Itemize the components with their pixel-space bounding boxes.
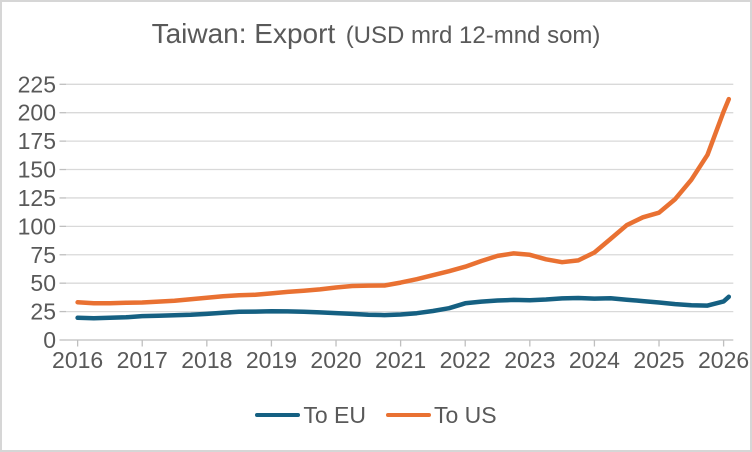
y-axis-label-200: 200 [18,100,56,126]
x-axis-label-2026: 2026 [698,347,749,373]
y-axis-label-225: 225 [18,71,56,97]
legend-item-to-eu: To EU [255,402,366,429]
x-axis-label-2023: 2023 [504,347,555,373]
x-axis-label-2017: 2017 [117,347,168,373]
legend-label-to-us: To US [434,401,497,428]
y-axis-label-50: 50 [30,270,56,296]
y-axis-label-75: 75 [30,242,56,268]
x-axis-label-2021: 2021 [375,347,426,373]
legend-item-to-us: To US [386,402,497,429]
chart-title-subtitle: (USD mrd 12-mnd som) [345,22,601,49]
chart-title: Taiwan: Export (USD mrd 12-mnd som) [2,18,750,50]
x-axis-label-2016: 2016 [52,347,103,373]
x-axis-label-2019: 2019 [246,347,297,373]
y-axis-label-25: 25 [30,299,56,325]
x-axis-label-2018: 2018 [181,347,232,373]
y-axis-label-150: 150 [18,157,56,183]
x-axis-label-2020: 2020 [310,347,361,373]
x-axis-label-2022: 2022 [440,347,491,373]
x-axis-label-2024: 2024 [569,347,620,373]
y-axis-label-125: 125 [18,185,56,211]
y-axis-label-100: 100 [18,213,56,239]
y-axis-label-0: 0 [43,327,56,353]
legend-label-to-eu: To EU [303,401,366,428]
chart-title-main: Taiwan: Export [151,18,336,49]
legend-swatch-to-eu-icon [255,412,301,418]
y-axis-label-175: 175 [18,128,56,154]
legend-swatch-to-us-icon [386,412,431,418]
legend: To EU To US [2,401,750,429]
series-line-to-us [75,96,732,306]
series-line-to-eu [75,294,732,321]
x-axis-label-2025: 2025 [633,347,684,373]
